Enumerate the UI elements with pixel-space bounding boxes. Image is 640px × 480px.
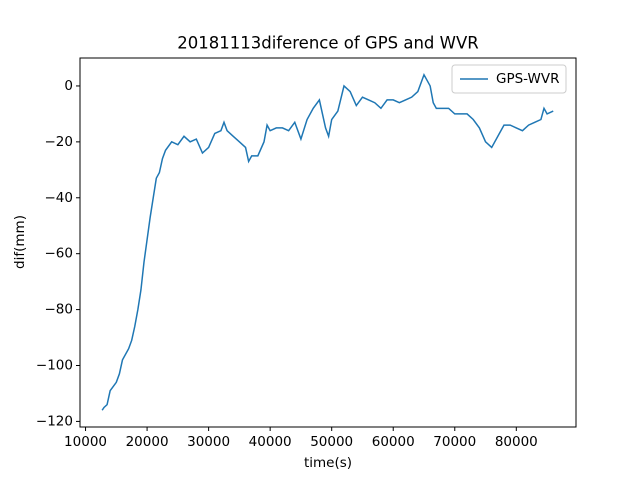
x-tick-label: 70000 — [433, 434, 476, 450]
y-tick-label: 0 — [64, 78, 73, 94]
y-tick-label: −60 — [45, 246, 74, 262]
legend-box — [451, 64, 567, 94]
plot-frame — [79, 57, 577, 428]
data-line — [101, 72, 554, 411]
x-tick-label: 30000 — [187, 434, 230, 450]
x-tick-label: 60000 — [372, 434, 415, 450]
chart-title: 20181113diference of GPS and WVR — [177, 34, 478, 53]
y-axis-label: dif(mm) — [12, 215, 28, 269]
x-tick-label: 10000 — [64, 434, 107, 450]
y-tick-label: −100 — [36, 358, 73, 374]
x-tick-label: 50000 — [310, 434, 353, 450]
x-tick-label: 80000 — [495, 434, 538, 450]
y-tick-label: −20 — [45, 134, 74, 150]
legend-label: GPS-WVR — [496, 71, 559, 87]
y-tick-label: −120 — [36, 413, 73, 429]
x-axis-label: time(s) — [304, 455, 352, 471]
y-tick-label: −40 — [45, 190, 74, 206]
y-tick-label: −80 — [45, 302, 74, 318]
x-tick-label: 40000 — [249, 434, 292, 450]
x-tick-label: 20000 — [126, 434, 169, 450]
